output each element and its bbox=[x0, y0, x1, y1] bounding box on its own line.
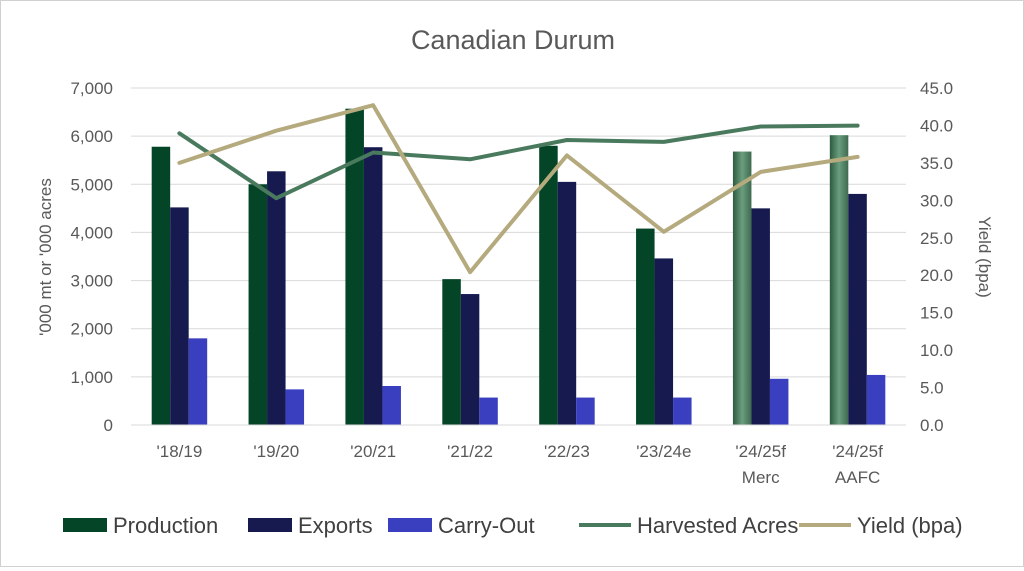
y-tick-label: 0 bbox=[104, 416, 113, 435]
legend-label: Carry-Out bbox=[438, 513, 535, 538]
bar-series bbox=[151, 108, 886, 426]
line-series bbox=[177, 103, 860, 275]
y-tick-label: 7,000 bbox=[70, 79, 113, 98]
legend-swatch bbox=[388, 518, 432, 532]
bar-production bbox=[151, 146, 171, 425]
bar-exports bbox=[557, 181, 577, 425]
x-tick-label: AAFC bbox=[835, 468, 880, 487]
chart-title: Canadian Durum bbox=[411, 25, 615, 55]
y2-tick-label: 35.0 bbox=[920, 154, 953, 173]
legend-label: Harvested Acres bbox=[637, 513, 798, 538]
bar-exports bbox=[848, 193, 867, 425]
x-tick-label: '23/24e bbox=[636, 442, 691, 461]
y2-tick-label: 5.0 bbox=[920, 379, 944, 398]
x-tick-label: '19/20 bbox=[253, 442, 299, 461]
y2-tick-label: 30.0 bbox=[920, 191, 953, 210]
y2-axis-label: Yield (bpa) bbox=[975, 216, 994, 298]
y2-tick-label: 0.0 bbox=[920, 416, 944, 435]
bar-carry-out bbox=[479, 397, 498, 425]
bar-exports bbox=[654, 258, 674, 425]
y2-tick-label: 15.0 bbox=[920, 304, 953, 323]
legend: Production Exports Carry-Out Harvested Acre… bbox=[63, 513, 963, 538]
y2-tick-label: 45.0 bbox=[920, 79, 953, 98]
legend-label: Yield (bpa) bbox=[857, 513, 963, 538]
bar-production bbox=[732, 151, 752, 425]
x-tick-label: '22/23 bbox=[544, 442, 590, 461]
axes: 0 1,000 2,000 3,000 4,000 5,000 6,000 7,000 0.0 5… bbox=[70, 79, 953, 487]
bar-carry-out bbox=[673, 397, 692, 425]
bar-production bbox=[829, 135, 849, 425]
legend-label: Production bbox=[113, 513, 218, 538]
y2-tick-label: 10.0 bbox=[920, 341, 953, 360]
bar-exports bbox=[460, 294, 480, 425]
legend-swatch bbox=[63, 518, 107, 532]
bar-carry-out bbox=[866, 374, 886, 425]
y-tick-label: 5,000 bbox=[70, 175, 113, 194]
y-tick-label: 6,000 bbox=[70, 127, 113, 146]
gridlines bbox=[131, 87, 906, 378]
bar-production bbox=[636, 228, 655, 425]
bar-production bbox=[345, 108, 364, 426]
x-tick-label: '21/22 bbox=[447, 442, 493, 461]
y-axis-label: '000 mt or '000 acres bbox=[36, 178, 55, 336]
bar-production bbox=[442, 279, 461, 425]
x-tick-label: '20/21 bbox=[350, 442, 396, 461]
y2-tick-label: 20.0 bbox=[920, 266, 953, 285]
y2-tick-label: 25.0 bbox=[920, 229, 953, 248]
x-tick-label: '18/19 bbox=[157, 442, 203, 461]
bar-exports bbox=[267, 171, 286, 425]
y-tick-label: 2,000 bbox=[70, 320, 113, 339]
legend-label: Exports bbox=[298, 513, 373, 538]
legend-swatch bbox=[248, 518, 292, 532]
line-harvested-acres bbox=[177, 123, 860, 201]
y-tick-label: 4,000 bbox=[70, 223, 113, 242]
bar-exports bbox=[751, 208, 770, 425]
bar-production bbox=[539, 145, 558, 425]
y2-tick-label: 40.0 bbox=[920, 116, 953, 135]
bar-carry-out bbox=[576, 397, 595, 425]
bar-exports bbox=[170, 207, 189, 425]
y-tick-label: 3,000 bbox=[70, 272, 113, 291]
bar-carry-out bbox=[769, 378, 789, 425]
x-tick-label: '24/25f bbox=[735, 442, 786, 461]
bar-carry-out bbox=[382, 386, 401, 425]
x-tick-label: Merc bbox=[742, 468, 780, 487]
bar-carry-out bbox=[285, 389, 305, 425]
bar-exports bbox=[363, 147, 383, 426]
bar-carry-out bbox=[188, 338, 208, 425]
y-tick-label: 1,000 bbox=[70, 368, 113, 387]
x-tick-label: '24/25f bbox=[832, 442, 883, 461]
bar-production bbox=[248, 184, 268, 425]
line-yield-bpa- bbox=[177, 103, 860, 275]
